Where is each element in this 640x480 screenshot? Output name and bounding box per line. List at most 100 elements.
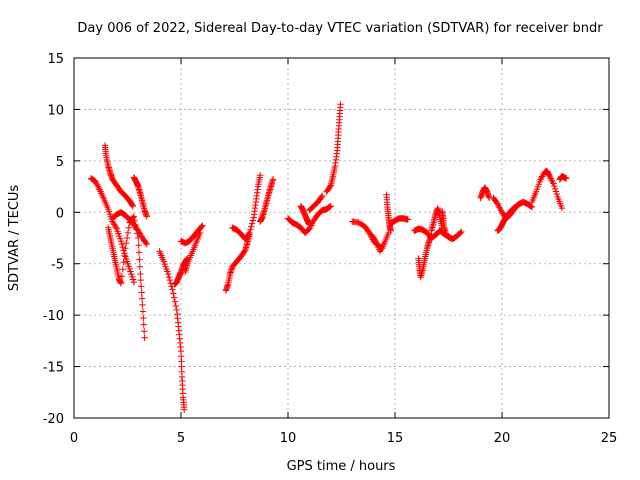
series-arc-14	[297, 202, 313, 228]
data-point	[551, 182, 558, 190]
data-point	[551, 185, 559, 193]
data-point	[241, 248, 248, 255]
x-tick-label: 10	[280, 431, 297, 446]
x-tick-label: 0	[70, 431, 78, 446]
data-point	[457, 229, 464, 236]
data-point	[129, 202, 137, 210]
data-point	[130, 279, 138, 286]
data-point	[527, 203, 535, 210]
x-tick-labels: 0 5 10 15 20 25	[70, 431, 617, 446]
y-tick-label: 0	[56, 206, 64, 221]
data-point	[458, 228, 465, 236]
data-point	[139, 308, 147, 315]
series-arc-12	[256, 176, 277, 225]
data-point	[127, 268, 134, 275]
data-point	[256, 172, 264, 179]
series-arc-21	[411, 225, 465, 243]
data-point	[563, 175, 570, 182]
series-arc-27	[494, 198, 536, 234]
data-point	[170, 294, 178, 301]
data-point	[558, 204, 566, 212]
data-point	[122, 245, 129, 252]
data-point	[404, 216, 412, 223]
data-point	[319, 192, 326, 200]
series-arc-01	[87, 175, 138, 286]
data-point	[181, 406, 188, 413]
series-arc-28	[528, 167, 566, 212]
data-point	[129, 201, 136, 209]
axis-ticks	[73, 57, 610, 419]
data-point	[137, 283, 145, 290]
y-tick-label: -5	[51, 258, 64, 273]
data-point	[123, 234, 131, 242]
data-point	[143, 213, 150, 220]
data-point	[245, 230, 252, 238]
data-point	[112, 224, 120, 231]
data-point	[199, 222, 206, 229]
y-tick-label: 15	[47, 52, 64, 67]
data-point	[138, 295, 146, 302]
data-point	[137, 276, 144, 284]
data-point	[306, 221, 313, 228]
x-tick-label: 15	[387, 431, 404, 446]
data-point	[128, 271, 135, 278]
y-tick-label: 10	[47, 103, 64, 118]
data-point	[197, 229, 204, 237]
series-arc-13	[284, 202, 334, 237]
data-point	[247, 226, 254, 233]
data-point	[326, 183, 334, 190]
data-point	[198, 223, 205, 230]
y-axis-label: SDTVAR / TECUs	[7, 185, 22, 292]
data-point	[138, 289, 145, 296]
data-point	[371, 236, 379, 244]
data-point	[269, 176, 277, 183]
data-point	[137, 270, 144, 278]
data-point	[318, 193, 325, 201]
series-arc-25	[477, 184, 493, 202]
data-point	[117, 237, 125, 245]
data-point	[129, 273, 136, 281]
series-arc-02	[101, 142, 137, 210]
data-point	[326, 203, 334, 210]
y-tick-labels: 15 10 5 0 -5 -10 -15 -20	[43, 52, 64, 427]
data-point	[117, 280, 125, 287]
data-point	[130, 213, 138, 220]
data-point	[164, 270, 172, 278]
series-arc-18	[368, 229, 392, 255]
data-point	[247, 223, 255, 230]
data-point	[140, 327, 148, 335]
data-point	[135, 249, 143, 256]
data-point	[139, 301, 146, 309]
data-point	[142, 239, 150, 247]
x-tick-label: 25	[601, 431, 618, 446]
data-point	[141, 334, 148, 341]
y-tick-label: -20	[43, 412, 64, 427]
data-point	[118, 240, 126, 248]
series-arc-11	[229, 172, 264, 243]
data-point	[553, 190, 560, 198]
series-arc-07	[171, 255, 191, 288]
data-point	[129, 276, 137, 283]
data-point	[550, 180, 557, 187]
data-point	[125, 224, 132, 231]
series-arc-22	[415, 231, 435, 281]
data-points	[87, 101, 570, 413]
series-arc-08	[177, 222, 206, 247]
data-point	[165, 273, 173, 281]
series-arc-16	[323, 101, 344, 195]
series-arc-20	[387, 215, 412, 227]
series-arc-05	[130, 174, 150, 220]
data-point	[387, 227, 394, 234]
series-arc-29	[556, 173, 570, 183]
series-arc-04	[109, 209, 150, 248]
y-tick-label: -10	[43, 309, 64, 324]
data-point	[126, 265, 133, 273]
data-point	[249, 217, 257, 224]
y-tick-label: -15	[43, 361, 64, 376]
plot-frame	[73, 57, 610, 419]
series-arc-24	[438, 208, 450, 239]
data-point	[135, 242, 142, 249]
data-point	[119, 266, 126, 273]
data-point	[246, 229, 253, 237]
